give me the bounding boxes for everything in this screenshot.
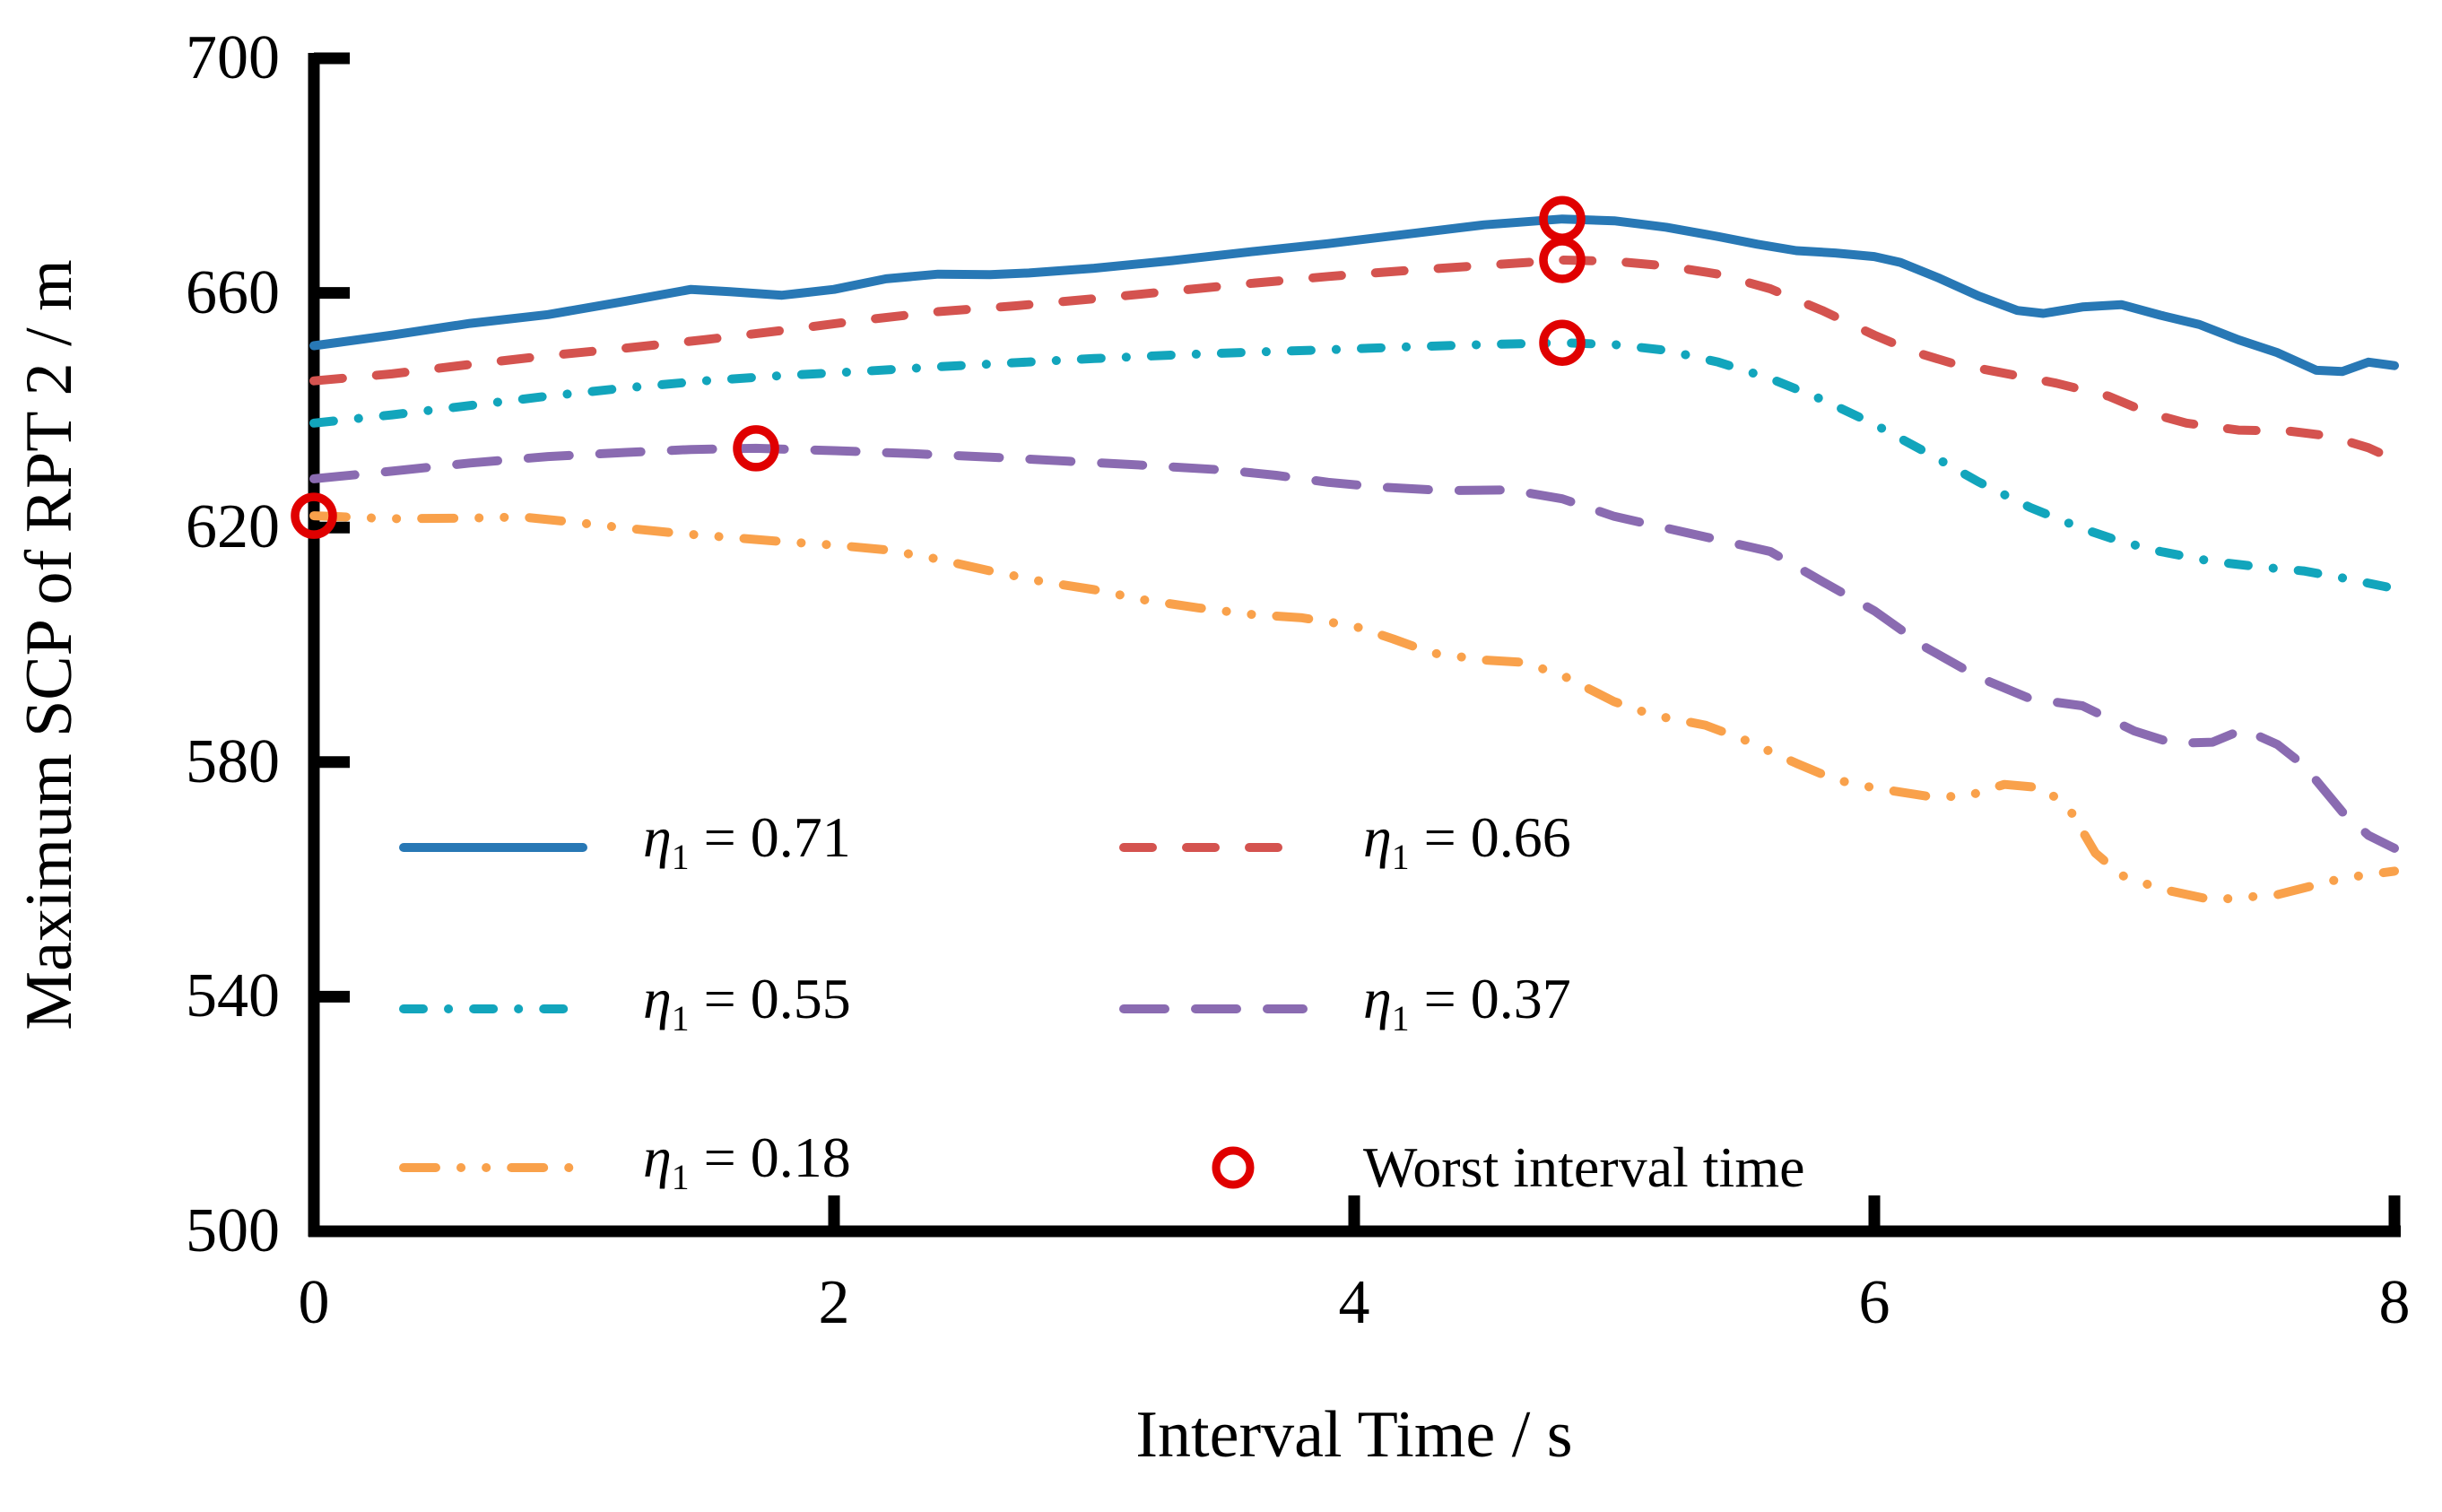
x-tick-label: 8 <box>2378 1268 2411 1337</box>
x-tick-label: 2 <box>818 1268 850 1337</box>
y-tick-label: 540 <box>186 961 280 1031</box>
line-swatch-dash-dot-icon <box>399 1004 587 1013</box>
legend-label: η1 = 0.55 <box>643 967 851 1038</box>
series-line-long-dash <box>309 443 2399 853</box>
legend-label: η1 = 0.66 <box>1363 805 1571 877</box>
x-tick-label: 4 <box>1338 1268 1370 1337</box>
x-axis-title: Interval Time / s <box>1135 1398 1573 1472</box>
circle-marker <box>1212 1146 1255 1189</box>
x-tick-label: 6 <box>1858 1268 1890 1337</box>
legend-item-eta-0-55: η1 = 0.55 <box>399 967 851 1049</box>
line-swatch-dashed-icon <box>1119 843 1308 852</box>
line-swatch-dash-dot-dot-icon <box>399 1163 587 1172</box>
legend-label: Worst interval time <box>1363 1135 1805 1199</box>
legend-item-eta-0-37: η1 = 0.37 <box>1119 967 1571 1049</box>
legend-item-eta-0-71: η1 = 0.71 <box>399 805 851 888</box>
y-tick-label: 660 <box>186 257 280 327</box>
series-line-dash-dot-dot <box>309 511 2399 905</box>
legend-item-eta-0-18: η1 = 0.18 <box>399 1125 851 1208</box>
y-tick-label: 700 <box>186 23 280 92</box>
worst-interval-marker <box>733 425 779 472</box>
line-swatch-long-dash-icon <box>1119 1004 1308 1013</box>
y-axis-title: Maximum SCP of RPT 2 / m <box>13 259 86 1030</box>
legend-item-worst-interval-time: Worst interval time <box>1119 1127 1805 1208</box>
worst-interval-marker <box>1539 319 1586 366</box>
y-tick-label: 580 <box>186 726 280 796</box>
series-line-dashed <box>309 256 2399 465</box>
worst-interval-marker <box>291 492 337 539</box>
series-line-solid <box>309 214 2399 377</box>
circle-marker-icon <box>1212 1146 1255 1189</box>
legend-item-eta-0-66: η1 = 0.66 <box>1119 805 1571 888</box>
line-swatch-solid-icon <box>399 843 587 852</box>
legend-label: η1 = 0.37 <box>1363 967 1571 1038</box>
y-tick-label: 620 <box>186 492 280 562</box>
x-tick-label: 0 <box>298 1268 330 1337</box>
y-tick-label: 500 <box>186 1196 280 1265</box>
legend-label: η1 = 0.71 <box>643 805 851 877</box>
worst-interval-marker <box>1539 196 1586 242</box>
series-line-dash-dot <box>309 338 2399 594</box>
legend-label: η1 = 0.18 <box>643 1125 851 1197</box>
